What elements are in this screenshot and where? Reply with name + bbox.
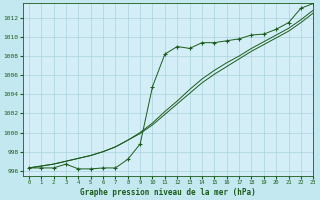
X-axis label: Graphe pression niveau de la mer (hPa): Graphe pression niveau de la mer (hPa) — [80, 188, 256, 197]
